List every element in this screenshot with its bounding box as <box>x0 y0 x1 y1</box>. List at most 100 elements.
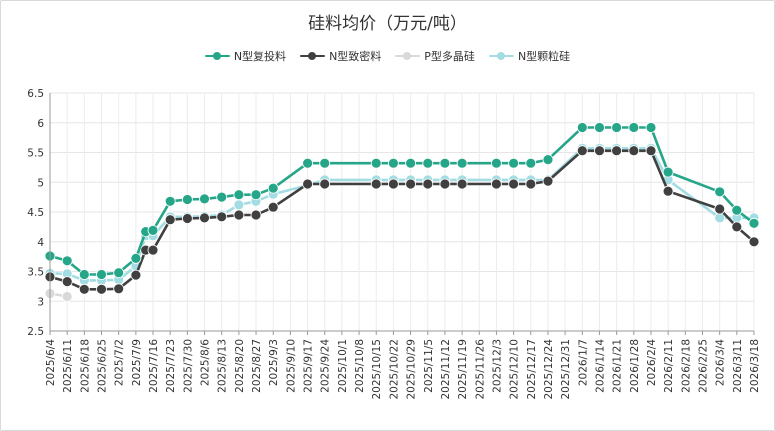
data-point[interactable] <box>405 157 417 169</box>
x-tick-label: 2025/10/15 <box>371 339 383 400</box>
x-tick-label: 2025/10/29 <box>406 339 418 400</box>
data-point[interactable] <box>96 283 107 295</box>
x-tick-label: 2025/11/19 <box>457 339 469 400</box>
data-point[interactable] <box>61 291 73 302</box>
y-tick-label: 6 <box>37 118 44 130</box>
data-point[interactable] <box>628 122 640 133</box>
x-tick-label: 2025/6/11 <box>62 339 74 393</box>
data-point[interactable] <box>611 145 622 157</box>
data-point[interactable] <box>576 145 588 157</box>
data-point[interactable] <box>662 166 674 178</box>
data-point[interactable] <box>164 195 176 207</box>
data-point[interactable] <box>216 211 228 223</box>
data-point[interactable] <box>594 145 605 157</box>
data-point[interactable] <box>439 157 451 169</box>
legend-item-p-poly[interactable]: P型多晶硅 <box>395 48 475 64</box>
data-point[interactable] <box>748 217 760 229</box>
data-point[interactable] <box>422 157 434 169</box>
data-point[interactable] <box>113 283 125 295</box>
data-point[interactable] <box>319 157 331 169</box>
data-point[interactable] <box>456 178 468 190</box>
data-point[interactable] <box>422 178 434 190</box>
data-point[interactable] <box>216 191 228 203</box>
x-tick-label: 2025/9/3 <box>268 339 280 386</box>
legend-item-n-granular[interactable]: N型颗粒硅 <box>488 48 570 64</box>
data-point[interactable] <box>508 178 519 190</box>
x-tick-label: 2025/12/3 <box>491 339 503 393</box>
legend-item-n-dense[interactable]: N型致密料 <box>300 48 381 64</box>
data-point[interactable] <box>628 145 640 157</box>
x-tick-label: 2025/9/17 <box>303 339 315 393</box>
data-point[interactable] <box>147 244 159 256</box>
x-tick-label: 2025/7/2 <box>114 339 126 386</box>
x-tick-label: 2026/2/11 <box>663 339 675 393</box>
data-point[interactable] <box>147 224 159 236</box>
data-point[interactable] <box>302 157 314 169</box>
data-point[interactable] <box>594 122 605 133</box>
x-tick-label: 2026/1/28 <box>629 339 641 393</box>
data-point[interactable] <box>370 178 382 190</box>
series-3 <box>44 142 760 286</box>
data-point[interactable] <box>181 213 193 224</box>
x-tick-label: 2025/6/18 <box>79 339 91 393</box>
data-point[interactable] <box>387 178 399 190</box>
data-point[interactable] <box>267 182 279 194</box>
data-point[interactable] <box>199 193 210 205</box>
data-point[interactable] <box>250 209 262 221</box>
data-point[interactable] <box>78 283 90 295</box>
legend-label: P型多晶硅 <box>424 50 475 63</box>
data-point[interactable] <box>233 199 245 211</box>
data-point[interactable] <box>645 145 657 157</box>
data-point[interactable] <box>542 154 554 166</box>
data-point[interactable] <box>78 269 90 280</box>
data-point[interactable] <box>181 194 193 205</box>
data-point[interactable] <box>662 185 674 197</box>
x-tick-label: 2026/2/4 <box>646 339 658 386</box>
y-tick-label: 5.5 <box>27 148 44 160</box>
data-point[interactable] <box>164 214 176 226</box>
data-point[interactable] <box>525 178 537 190</box>
series-line <box>49 147 754 282</box>
data-point[interactable] <box>490 157 502 169</box>
data-point[interactable] <box>508 157 519 169</box>
data-point[interactable] <box>405 178 417 190</box>
x-tick-label: 2026/1/7 <box>577 339 589 386</box>
data-point[interactable] <box>439 178 451 190</box>
series-layer <box>44 122 760 302</box>
data-point[interactable] <box>319 178 331 190</box>
data-point[interactable] <box>130 252 142 264</box>
legend-item-n-recharge[interactable]: N型复投料 <box>204 48 286 64</box>
data-point[interactable] <box>250 189 262 201</box>
data-point[interactable] <box>233 189 245 201</box>
data-point[interactable] <box>714 186 726 198</box>
data-point[interactable] <box>96 269 107 280</box>
data-point[interactable] <box>576 122 588 133</box>
data-point[interactable] <box>387 157 399 169</box>
x-tick-label: 2025/12/24 <box>543 339 555 400</box>
data-point[interactable] <box>302 178 314 190</box>
data-point[interactable] <box>370 157 382 169</box>
data-point[interactable] <box>456 157 468 169</box>
y-tick-label: 3 <box>37 296 44 308</box>
data-point[interactable] <box>233 209 245 221</box>
data-point[interactable] <box>542 175 554 187</box>
data-point[interactable] <box>611 122 622 133</box>
data-point[interactable] <box>748 236 760 248</box>
data-point[interactable] <box>490 178 502 190</box>
data-point[interactable] <box>645 122 657 133</box>
data-point[interactable] <box>61 255 73 267</box>
data-point[interactable] <box>199 212 210 224</box>
x-tick-label: 2025/9/24 <box>320 339 332 393</box>
data-point[interactable] <box>731 221 743 233</box>
data-point[interactable] <box>113 267 125 279</box>
data-point[interactable] <box>714 203 726 215</box>
x-tick-label: 2025/6/4 <box>45 339 57 386</box>
data-point[interactable] <box>525 157 537 169</box>
data-point[interactable] <box>130 269 142 281</box>
data-point[interactable] <box>61 276 73 288</box>
y-tick-label: 3.5 <box>27 267 44 279</box>
x-tick-label: 2025/11/12 <box>440 339 452 400</box>
data-point[interactable] <box>267 201 279 213</box>
data-point[interactable] <box>731 204 743 216</box>
